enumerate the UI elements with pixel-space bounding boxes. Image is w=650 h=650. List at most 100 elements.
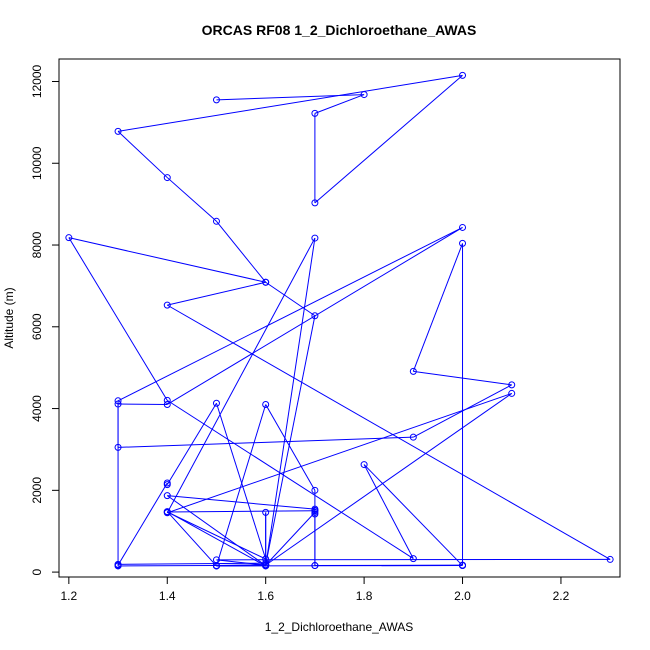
series-segment (265, 237, 316, 567)
data-point (459, 71, 467, 79)
series-segment (412, 243, 463, 372)
data-point (360, 461, 368, 469)
series-segment (118, 562, 266, 565)
series-segment (68, 237, 168, 401)
y-tick-label: 0 (30, 568, 44, 575)
series-lines (68, 74, 611, 567)
series-segment (117, 226, 463, 402)
series-segment (167, 511, 266, 567)
x-tick-label: 2.2 (553, 589, 570, 603)
series-segment (363, 464, 463, 566)
x-axis: 1.2 1.4 1.6 1.8 2.0 2.2 (60, 577, 570, 603)
series-segment (265, 404, 316, 491)
y-tick-label: 12000 (30, 64, 44, 98)
data-point (212, 399, 220, 407)
data-point (311, 234, 319, 242)
series-segment (314, 94, 365, 114)
data-point (212, 96, 220, 104)
data-point (360, 91, 368, 99)
data-point (163, 396, 171, 404)
series-points (65, 71, 614, 570)
data-point (163, 400, 171, 408)
series-segment (166, 495, 266, 566)
series-segment (413, 370, 512, 386)
plot-frame (58, 58, 621, 578)
data-point (114, 400, 122, 408)
series-segment (215, 403, 267, 560)
x-tick-label: 1.8 (356, 589, 373, 603)
series-segment (166, 237, 316, 514)
data-point (163, 492, 171, 500)
data-point (114, 443, 122, 451)
y-tick-label: 2000 (30, 477, 44, 504)
series-segment (265, 512, 316, 566)
data-point (311, 312, 319, 320)
series-segment (167, 511, 266, 560)
series-segment (166, 511, 217, 567)
data-point (409, 433, 417, 441)
series-segment (265, 393, 513, 566)
series-segment (215, 404, 267, 567)
series-segment (167, 495, 315, 510)
data-point (409, 555, 417, 563)
data-point (114, 127, 122, 135)
series-segment (167, 510, 315, 513)
series-segment (118, 436, 414, 448)
x-tick-label: 2.0 (454, 589, 471, 603)
series-segment (216, 220, 267, 283)
data-point (459, 239, 467, 247)
data-point (262, 400, 270, 408)
data-point (212, 562, 220, 570)
series-segment (216, 559, 266, 566)
data-point (163, 174, 171, 182)
data-point (163, 481, 171, 489)
data-point (311, 199, 319, 207)
data-point (262, 278, 270, 286)
data-point (65, 234, 73, 242)
x-tick-label: 1.6 (257, 589, 274, 603)
y-tick-label: 4000 (30, 395, 44, 422)
series-segment (265, 281, 316, 317)
series-segment (166, 402, 217, 485)
chart-title: ORCAS RF08 1_2_Dichloroethane_AWAS (202, 22, 477, 38)
series-segment (265, 315, 316, 565)
series-segment (363, 464, 414, 559)
data-point (262, 562, 270, 570)
series-segment (117, 482, 168, 566)
series-segment (117, 74, 463, 132)
data-point (508, 389, 516, 397)
x-tick-label: 1.2 (60, 589, 77, 603)
y-tick-label: 10000 (30, 146, 44, 180)
y-axis-label: Altitude (m) (2, 287, 16, 348)
series-segment (117, 131, 168, 178)
data-point (311, 508, 319, 516)
series-segment (167, 304, 611, 560)
data-point (262, 508, 270, 516)
series-segment (167, 392, 512, 514)
data-point (459, 562, 467, 570)
data-point (311, 562, 319, 570)
series-segment (166, 177, 217, 222)
data-point (163, 508, 171, 516)
x-tick-label: 1.4 (159, 589, 176, 603)
series-segment (166, 399, 414, 560)
data-point (508, 381, 516, 389)
data-point (459, 223, 467, 231)
data-point (311, 109, 319, 117)
y-axis: 0 2000 4000 6000 8000 10000 12000 (30, 64, 59, 575)
series-segment (314, 74, 463, 204)
y-tick-label: 6000 (30, 313, 44, 340)
data-point (311, 506, 319, 514)
data-point (606, 555, 614, 563)
series-segment (216, 564, 266, 567)
data-point (114, 562, 122, 570)
x-axis-label: 1_2_Dichloroethane_AWAS (265, 620, 414, 634)
data-point (212, 217, 220, 225)
data-point (114, 397, 122, 405)
series-segment (68, 237, 266, 283)
data-point (311, 486, 319, 494)
data-point (163, 301, 171, 309)
series-segment (167, 281, 266, 306)
y-tick-label: 8000 (30, 231, 44, 258)
